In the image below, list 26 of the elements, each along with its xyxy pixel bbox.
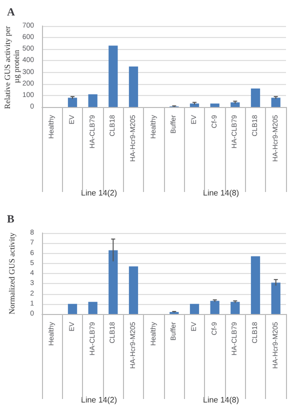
- chart-title: A: [7, 6, 15, 18]
- bar: [108, 46, 118, 107]
- bar: [230, 302, 240, 314]
- bar: [190, 304, 200, 314]
- bar: [108, 250, 118, 314]
- y-axis-title: Relative GUS activity per µg protein: [3, 24, 21, 109]
- bar: [88, 94, 98, 107]
- bar: [210, 300, 220, 314]
- bar: [68, 98, 78, 107]
- bar: [210, 104, 220, 107]
- bar: [128, 266, 138, 314]
- y-axis-title: Normalized GUS activity: [8, 232, 16, 314]
- bar: [190, 104, 200, 107]
- bar: [88, 302, 98, 314]
- text: Line 14(2): [81, 188, 118, 198]
- bar: [128, 66, 138, 107]
- chart-title: B: [7, 214, 15, 226]
- bar: [68, 304, 78, 314]
- text: Line 14(8): [203, 188, 240, 198]
- bar: [230, 102, 240, 107]
- bar: [271, 98, 280, 107]
- text: Line 14(8): [203, 396, 240, 404]
- bar: [271, 282, 280, 314]
- bar: [250, 88, 260, 107]
- text: Line 14(2): [81, 396, 118, 404]
- bar: [250, 256, 260, 314]
